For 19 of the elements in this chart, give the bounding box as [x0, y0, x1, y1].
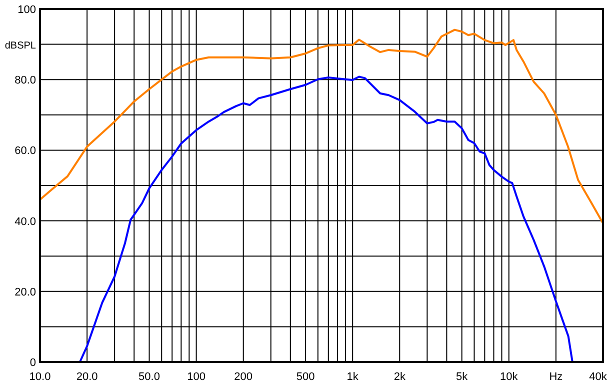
x-tick-label: 1k	[346, 371, 359, 383]
x-tick-label: 10.0	[29, 371, 51, 383]
y-axis-title: dBSPL	[4, 40, 36, 52]
x-tick-label: 500	[296, 371, 315, 383]
y-tick-label: 80.0	[14, 74, 36, 87]
x-tick-label: 200	[234, 371, 253, 383]
x-tick-label: 5k	[456, 371, 468, 383]
y-tick-label: 20.0	[14, 286, 36, 298]
y-tick-label: 40.0	[14, 216, 36, 228]
x-tick-label: 40k	[589, 371, 608, 383]
x-tick-label: 20.0	[76, 371, 98, 383]
x-tick-label: 50.0	[138, 371, 160, 383]
y-tick-label: 100	[18, 4, 36, 16]
x-tick-label: 2k	[394, 371, 406, 383]
x-tick-label: 100	[187, 371, 206, 383]
x-tick-label: 10k	[500, 371, 518, 383]
y-tick-label: 60.0	[14, 145, 36, 158]
y-tick-label: 0	[30, 357, 36, 369]
x-axis-title: Hz	[549, 371, 563, 383]
